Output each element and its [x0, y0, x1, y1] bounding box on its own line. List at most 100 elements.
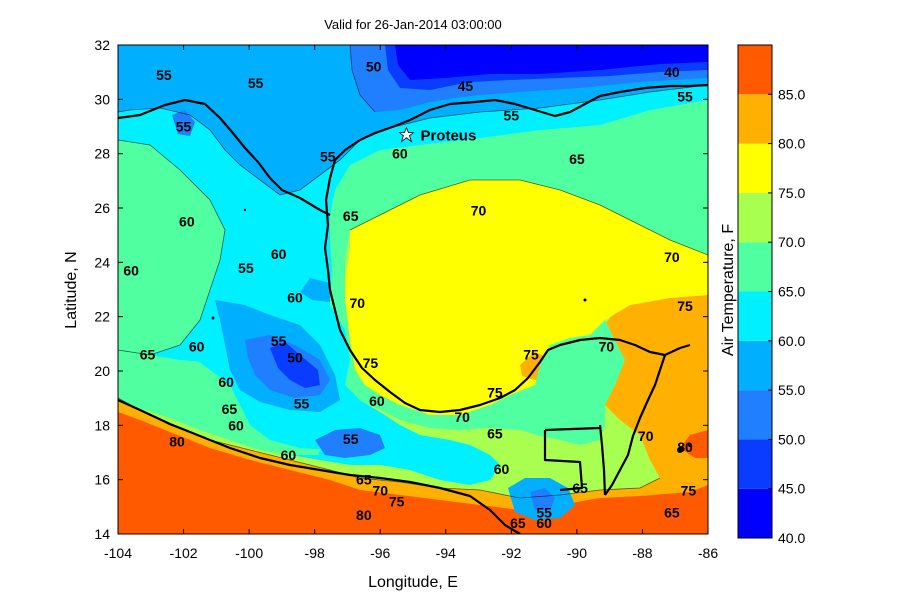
- contour-label: 75: [389, 493, 405, 509]
- colorbar: 40.0 45.0 50.0 55.0 60.0 65.0 70.0 75.0 80.0 85.0…: [720, 44, 805, 546]
- field-band-45-50-core: [270, 342, 320, 388]
- x-tick-label: -100: [235, 545, 263, 561]
- colorbar-band: [738, 291, 772, 341]
- station-star-icon: [398, 126, 415, 143]
- field-band-55-60-west: [225, 60, 282, 82]
- colorbar-band: [738, 340, 772, 391]
- contour-label: 80: [169, 434, 185, 450]
- contour-label: 55: [536, 504, 552, 520]
- contour-label: 70: [471, 203, 487, 219]
- x-axis-ticks: -104 -102 -100 -98 -96 -94 -92 -90 -88 -86: [104, 45, 718, 561]
- y-tick-label: 24: [94, 254, 110, 270]
- colorbar-band: [738, 192, 772, 243]
- colorbar-tick-label: 55.0: [778, 382, 805, 398]
- contour-label: 55: [156, 67, 172, 83]
- colorbar-bands: [738, 45, 772, 538]
- colorbar-band: [738, 143, 772, 193]
- contour-label: 60: [392, 146, 408, 162]
- colorbar-tick-label: 80.0: [778, 136, 805, 152]
- contour-label: 65: [572, 480, 588, 496]
- y-tick-label: 16: [94, 472, 110, 488]
- contour-label: 65: [140, 347, 156, 363]
- contour-label: 75: [487, 385, 503, 401]
- x-tick-label: -86: [698, 545, 718, 561]
- x-tick-label: -96: [370, 545, 390, 561]
- contour-label: 40: [664, 64, 680, 80]
- field-band-75-80-east: [610, 295, 708, 440]
- station-marker: Proteus: [398, 126, 476, 145]
- contour-label: 60: [281, 447, 297, 463]
- contour-label: 80: [356, 507, 372, 523]
- field-band-50-55-chiapas: [530, 488, 555, 510]
- field-band-55-60-patch: [300, 278, 330, 302]
- colorbar-band: [738, 45, 772, 95]
- x-tick-label: -102: [170, 545, 198, 561]
- field-band-65-70-west: [118, 140, 225, 355]
- contour-label: 70: [638, 428, 654, 444]
- contour-label: 80: [677, 439, 693, 455]
- contour-label: 60: [228, 417, 244, 433]
- contour-label: 75: [523, 347, 539, 363]
- islands: [211, 208, 692, 453]
- colorbar-tick-label: 85.0: [778, 86, 805, 102]
- contour-label: 70: [349, 295, 365, 311]
- contour-label: 70: [454, 409, 470, 425]
- field-band-50-55-south: [315, 428, 385, 458]
- contour-label: 70: [664, 249, 680, 265]
- colorbar-tick-label: 70.0: [778, 234, 805, 250]
- colorbar-ticks: 40.0 45.0 50.0 55.0 60.0 65.0 70.0 75.0 80.0 85.0: [768, 86, 805, 546]
- contour-label: 60: [189, 339, 205, 355]
- contour-label: 60: [123, 262, 139, 278]
- coastline: [118, 83, 708, 534]
- contour-label: 65: [664, 504, 680, 520]
- colorbar-tick-label: 50.0: [778, 431, 805, 447]
- colorbar-band: [738, 94, 772, 144]
- x-tick-label: -88: [632, 545, 652, 561]
- contour-label: 60: [287, 290, 303, 306]
- y-tick-label: 32: [94, 37, 110, 53]
- map-title: Valid for 26-Jan-2014 03:00:00: [324, 17, 502, 32]
- x-tick-label: -92: [501, 545, 521, 561]
- colorbar-tick-label: 45.0: [778, 481, 805, 497]
- contour-label: 65: [356, 472, 372, 488]
- contour-label: 60: [271, 246, 287, 262]
- colorbar-label: Air Temperature, F: [720, 224, 737, 356]
- y-tick-label: 20: [94, 363, 110, 379]
- field-band-warm-gulf: [345, 180, 708, 415]
- y-tick-label: 18: [94, 417, 110, 433]
- contour-label: 65: [487, 425, 503, 441]
- contour-label: 70: [372, 483, 388, 499]
- colorbar-tick-label: 60.0: [778, 333, 805, 349]
- colorbar-tick-label: 75.0: [778, 185, 805, 201]
- contour-label: 60: [369, 393, 385, 409]
- contour-label: 65: [343, 208, 359, 224]
- colorbar-tick-label: 65.0: [778, 284, 805, 300]
- contour-label: 65: [510, 515, 526, 531]
- x-tick-label: -104: [104, 545, 132, 561]
- contour-label: 65: [569, 151, 585, 167]
- y-tick-label: 30: [94, 91, 110, 107]
- y-tick-label: 14: [94, 526, 110, 542]
- x-tick-label: -90: [567, 545, 587, 561]
- colorbar-band: [738, 390, 772, 440]
- field-band-50-55-west: [172, 110, 195, 136]
- contour-label: 60: [536, 515, 552, 531]
- contour-label: 60: [179, 214, 195, 230]
- colorbar-band: [738, 242, 772, 292]
- x-axis-label: Longitude, E: [368, 574, 458, 591]
- contour-label: 70: [599, 339, 615, 355]
- contour-label: 75: [681, 483, 697, 499]
- contour-label: 50: [366, 59, 382, 75]
- contour-label: 60: [218, 374, 234, 390]
- y-axis-label: Latitude, N: [63, 251, 80, 328]
- contour-label: 55: [248, 75, 264, 91]
- colorbar-band: [738, 439, 772, 489]
- contour-label: 65: [222, 401, 238, 417]
- contour-label: 45: [458, 78, 474, 94]
- contour-label: 55: [504, 108, 520, 124]
- contour-label: 55: [320, 148, 336, 164]
- contour-label: 55: [343, 431, 359, 447]
- y-axis-ticks: 14 16 18 20 22 24 26 28 30 32: [94, 37, 708, 542]
